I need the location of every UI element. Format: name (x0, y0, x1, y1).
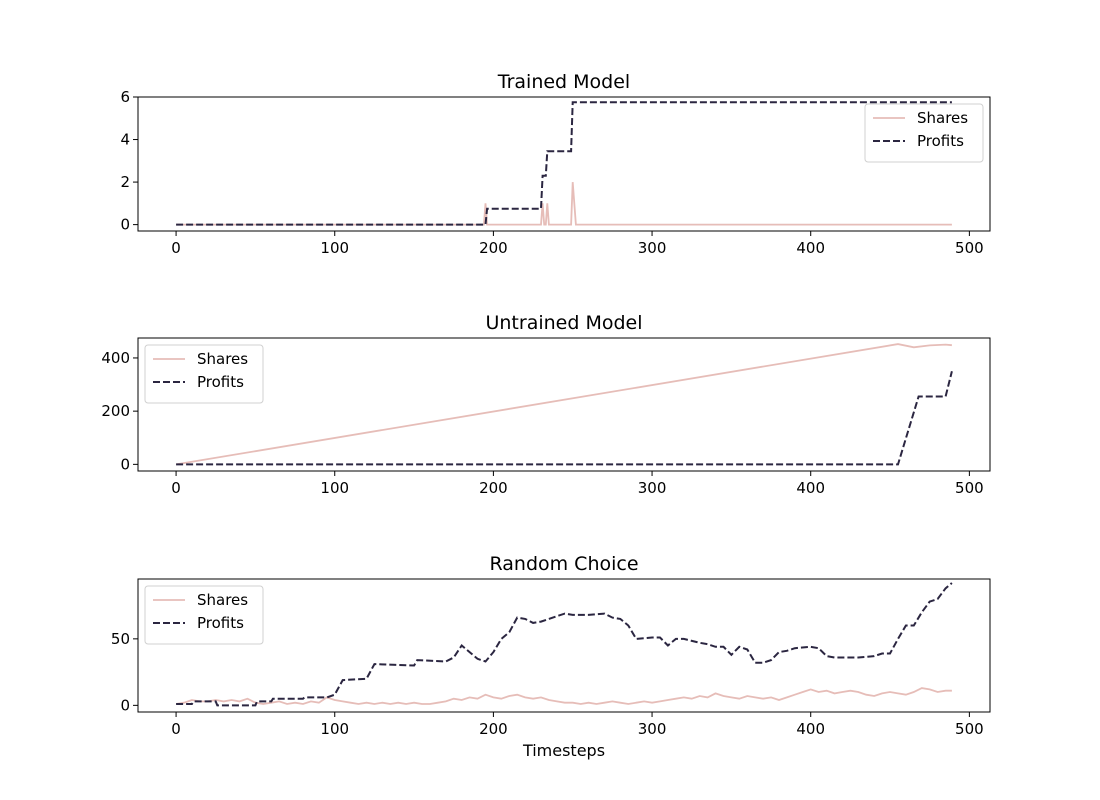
y-tick-label: 6 (120, 88, 130, 106)
series-lines (175, 582, 953, 707)
subplot-untrained-model: Untrained Model 0 100 200 300 400 5000200400 … (101, 312, 991, 497)
axis-ticks: 0 100 200 300 400 500 0 200 400 (101, 349, 983, 497)
subplot-random-choice: Random Choice 0 100 200 300 400 500 0 50 Shares… (111, 553, 991, 738)
y-tick-label: 50 (111, 630, 130, 648)
y-tick-label: 0 (120, 696, 130, 714)
y-tick-label: 2 (120, 173, 130, 191)
chart-title: Random Choice (489, 553, 638, 575)
x-tick-label: 400 (796, 720, 825, 738)
series-line-profits (176, 371, 953, 466)
legend: Shares Profits (864, 103, 984, 163)
x-tick-label: 500 (955, 239, 984, 257)
x-tick-label: 400 (796, 239, 825, 257)
y-tick-label: 0 (120, 455, 130, 473)
x-tick-label: 500 (955, 479, 984, 497)
y-tick-label: 0 (120, 216, 130, 234)
legend-label-profits: Profits (917, 132, 964, 150)
plot-frame (137, 96, 991, 232)
legend-label-shares: Shares (197, 591, 248, 609)
series-lines (176, 101, 952, 226)
y-tick-label: 200 (101, 402, 130, 420)
x-tick-label: 0 (171, 479, 181, 497)
chart-title: Untrained Model (485, 312, 642, 334)
series-line-profits (176, 101, 952, 226)
x-tick-label: 500 (955, 720, 984, 738)
series-line-profits (176, 582, 953, 707)
x-tick-label: 200 (479, 239, 508, 257)
x-tick-label: 200 (479, 479, 508, 497)
legend-label-shares: Shares (917, 109, 968, 127)
chart-title: Trained Model (497, 71, 630, 93)
x-tick-label: 400 (796, 479, 825, 497)
legend: Shares Profits (144, 344, 264, 404)
subplot-trained-model: Trained Model 0 100 200 300 400 500 0 2 4 6 Share… (120, 71, 991, 257)
series-lines (175, 343, 953, 466)
x-tick-label: 100 (320, 720, 349, 738)
axis-ticks: 0 100 200 300 400 500 0 50 (111, 630, 984, 738)
x-tick-label: 100 (320, 479, 349, 497)
x-tick-label: 300 (638, 720, 667, 738)
x-tick-label: 300 (638, 239, 667, 257)
legend-label-profits: Profits (197, 373, 244, 391)
x-tick-label: 0 (171, 239, 181, 257)
legend-label-shares: Shares (197, 350, 248, 368)
series-line-shares (175, 687, 952, 705)
series-line-shares (175, 343, 952, 466)
x-axis-label: Timesteps (522, 741, 605, 760)
plot-frame (137, 337, 991, 472)
legend-label-profits: Profits (197, 614, 244, 632)
x-tick-label: 0 (171, 720, 181, 738)
series-line-shares (176, 182, 952, 226)
plot-frame (137, 578, 991, 713)
y-tick-label: 4 (120, 131, 130, 149)
x-tick-label: 200 (479, 720, 508, 738)
x-tick-label: 300 (638, 479, 667, 497)
y-tick-label: 400 (101, 349, 130, 367)
x-tick-label: 100 (320, 239, 349, 257)
legend: Shares Profits (144, 585, 264, 645)
axis-ticks: 0 100 200 300 400 500 0 2 4 6 (120, 88, 983, 257)
